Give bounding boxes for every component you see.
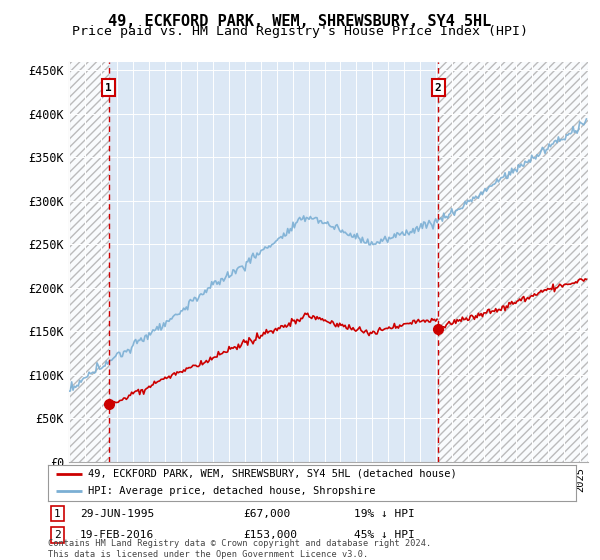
Text: Contains HM Land Registry data © Crown copyright and database right 2024.
This d: Contains HM Land Registry data © Crown c…: [48, 539, 431, 559]
Text: 45% ↓ HPI: 45% ↓ HPI: [354, 530, 415, 540]
Text: 2: 2: [435, 83, 442, 93]
Text: 49, ECKFORD PARK, WEM, SHREWSBURY, SY4 5HL (detached house): 49, ECKFORD PARK, WEM, SHREWSBURY, SY4 5…: [88, 469, 457, 479]
Text: £153,000: £153,000: [244, 530, 298, 540]
Text: 49, ECKFORD PARK, WEM, SHREWSBURY, SY4 5HL: 49, ECKFORD PARK, WEM, SHREWSBURY, SY4 5…: [109, 14, 491, 29]
Text: 2: 2: [54, 530, 61, 540]
Text: 1: 1: [54, 508, 61, 519]
Text: 29-JUN-1995: 29-JUN-1995: [80, 508, 154, 519]
Bar: [438, 62, 588, 462]
Text: 1: 1: [106, 83, 112, 93]
Text: 19% ↓ HPI: 19% ↓ HPI: [354, 508, 415, 519]
Text: £67,000: £67,000: [244, 508, 290, 519]
Bar: [69, 62, 109, 462]
Text: HPI: Average price, detached house, Shropshire: HPI: Average price, detached house, Shro…: [88, 486, 375, 496]
Text: 19-FEB-2016: 19-FEB-2016: [80, 530, 154, 540]
Text: Price paid vs. HM Land Registry's House Price Index (HPI): Price paid vs. HM Land Registry's House …: [72, 25, 528, 38]
